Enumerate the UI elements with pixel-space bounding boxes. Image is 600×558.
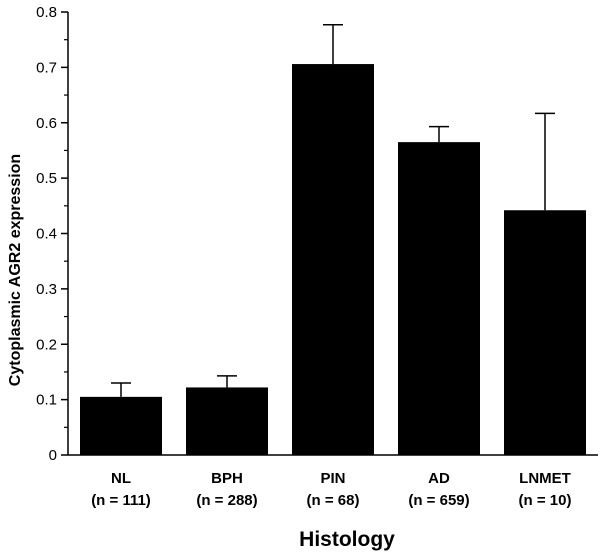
bar-lnmet: [504, 210, 586, 455]
y-tick-label: 0.1: [36, 392, 57, 409]
y-tick-label: 0.8: [36, 4, 57, 21]
x-category-label: PIN: [320, 470, 345, 487]
x-labels-group: NL (n = 111) BPH (n = 288) PIN (n = 68) AD (n =…: [91, 470, 571, 509]
y-tick-label: 0.2: [36, 336, 57, 353]
bar-pin: [292, 64, 374, 456]
y-tick-label: 0.5: [36, 170, 57, 187]
y-ticks-group: 0 0.1 0.2 0.3 0.4 0.5 0.6 0.7 0.8: [36, 4, 68, 464]
y-axis-title: Cytoplasmic AGR2 expression: [7, 154, 24, 386]
x-category-label: LNMET: [519, 470, 571, 487]
x-category-label: BPH: [211, 470, 243, 487]
bar-ad: [398, 142, 480, 455]
y-tick-label: 0.7: [36, 59, 57, 76]
y-tick-label: 0: [49, 447, 57, 464]
x-category-count: (n = 288): [196, 492, 257, 509]
y-tick-label: 0.6: [36, 115, 57, 132]
bar-nl: [80, 396, 162, 455]
x-category-label: NL: [111, 470, 131, 487]
y-tick-label: 0.4: [36, 226, 57, 243]
y-tick-label: 0.3: [36, 281, 57, 298]
x-category-count: (n = 111): [91, 492, 151, 509]
error-bars-group: [111, 23, 555, 397]
x-axis-title: Histology: [299, 528, 395, 551]
bar-bph: [186, 387, 268, 455]
x-category-count: (n = 68): [307, 492, 360, 509]
x-category-count: (n = 10): [519, 492, 572, 509]
bars-group: [80, 64, 586, 456]
x-category-count: (n = 659): [408, 492, 469, 509]
x-category-label: AD: [428, 470, 450, 487]
